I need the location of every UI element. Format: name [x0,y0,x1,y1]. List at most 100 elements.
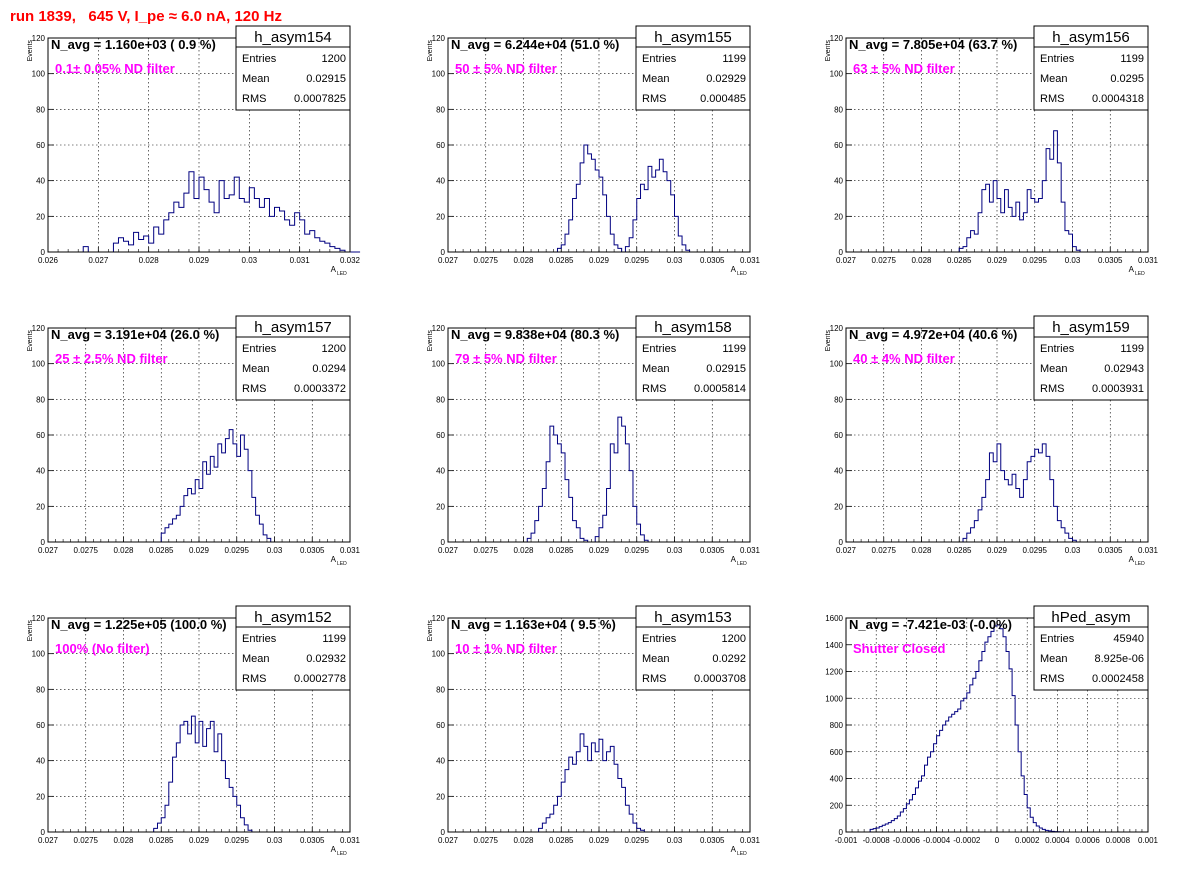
y-tick-label: 0 [41,248,46,257]
y-tick-label: 40 [436,177,445,186]
stats-label: Mean [1040,653,1068,665]
y-axis-label: Events [27,330,34,352]
y-axis-label: Events [427,330,434,352]
stats-value: 1200 [722,633,746,645]
histogram-panel: 0.026 0.027 0.028 0.029 0.03 0.031 0.032 0 20 40 6… [27,25,361,277]
histogram-series [82,171,361,253]
histogram-series [153,715,253,832]
stats-label: Mean [1040,363,1068,375]
y-tick-label: 80 [436,105,445,114]
x-tick-label: 0.0285 [149,546,174,555]
y-tick-label: 60 [436,431,445,440]
stats-label: RMS [1040,673,1064,685]
x-tick-label: 0.027 [38,546,59,555]
x-tick-label: 0.028 [513,836,534,845]
y-tick-label: 80 [834,395,843,404]
y-tick-label: 20 [36,502,45,511]
y-tick-label: 100 [432,360,446,369]
stats-label: RMS [242,93,266,105]
y-tick-label: 120 [32,324,46,333]
x-tick-label: 0.0004 [1045,836,1070,845]
y-tick-label: 0 [441,248,446,257]
histogram-name: h_asym156 [1052,29,1130,46]
histogram-panel: 0.027 0.0275 0.028 0.0285 0.029 0.0295 0.03 0.0… [427,605,761,857]
x-tick-label: 0.0002 [1015,836,1040,845]
histogram-name: h_asym158 [654,319,732,336]
filter-label: 0.1± 0.05% ND filter [55,61,175,76]
y-tick-label: 0 [839,538,844,547]
stats-value: 0.0004318 [1092,93,1144,105]
x-tick-label: -0.0004 [923,836,951,845]
y-tick-label: 20 [436,792,445,801]
x-tick-label: 0.0285 [549,256,574,265]
stats-value: 1199 [1120,343,1144,355]
x-tick-label: 0.029 [987,256,1008,265]
y-axis-label: Events [427,620,434,642]
y-tick-label: 80 [36,395,45,404]
x-tick-label: 0.0275 [74,836,99,845]
x-tick-label: 0.001 [1138,836,1159,845]
x-tick-label: 0.0275 [872,546,897,555]
filter-label: 40 ± 4% ND filter [853,351,955,366]
stats-label: Entries [642,53,677,65]
x-tick-label: 0.03 [667,546,683,555]
x-tick-label: 0.028 [513,256,534,265]
stats-value: 0.0294 [312,363,346,375]
stats-label: Entries [242,633,277,645]
stats-value: 1200 [322,343,346,355]
x-axis-label: A [731,265,737,274]
y-tick-label: 0 [441,828,446,837]
y-tick-label: 400 [830,775,844,784]
stats-box [635,605,751,691]
histogram-panel: 0.027 0.0275 0.028 0.0285 0.029 0.0295 0.03 0.0… [825,25,1159,277]
stats-label: Entries [1040,343,1075,355]
stats-value: 0.0003372 [294,383,346,395]
y-tick-label: 20 [36,792,45,801]
x-tick-label: 0.0285 [947,256,972,265]
stats-label: Mean [242,73,270,85]
y-tick-label: 40 [436,467,445,476]
y-tick-label: 0 [41,828,46,837]
x-axis-label: A [331,845,337,854]
y-tick-label: 60 [436,721,445,730]
x-tick-label: 0.027 [836,256,857,265]
y-tick-label: 80 [834,105,843,114]
stats-value: 1199 [722,53,746,65]
plot-frame [447,327,751,543]
y-tick-label: 20 [834,502,843,511]
navg-label: N_avg = 6.244e+04 (51.0 %) [451,37,619,52]
y-tick-label: 1400 [825,641,843,650]
stats-value: 45940 [1113,633,1144,645]
x-tick-label: 0.031 [340,546,361,555]
x-tick-label: 0.028 [911,546,932,555]
x-tick-label: 0.03 [267,546,283,555]
x-tick-label: 0.0275 [872,256,897,265]
x-axis-label: A [731,845,737,854]
navg-label: N_avg = 7.805e+04 (63.7 %) [849,37,1017,52]
x-tick-label: 0.0305 [700,256,725,265]
stats-label: Mean [242,363,270,375]
x-tick-label: 0.028 [513,546,534,555]
stats-value: 0.02929 [706,73,746,85]
x-tick-label: 0.0275 [474,546,499,555]
x-axis-label-subscript: LED [737,561,747,567]
stats-label: RMS [242,383,266,395]
x-axis-label: A [331,555,337,564]
filter-label: 10 ± 1% ND filter [455,641,557,656]
histogram-series [869,624,1064,833]
x-tick-label: 0.028 [139,256,160,265]
stats-label: Entries [642,633,677,645]
y-tick-label: 200 [830,801,844,810]
x-tick-label: 0.0295 [225,836,250,845]
y-tick-label: 60 [834,431,843,440]
stats-label: Entries [642,343,677,355]
y-tick-label: 20 [436,212,445,221]
y-tick-label: 40 [36,757,45,766]
x-tick-label: 0.029 [189,546,210,555]
y-axis-label: Events [825,330,832,352]
x-tick-label: 0.0295 [625,836,650,845]
x-tick-label: 0.0305 [300,546,325,555]
x-axis-label-subscript: LED [337,561,347,567]
y-tick-label: 100 [32,360,46,369]
